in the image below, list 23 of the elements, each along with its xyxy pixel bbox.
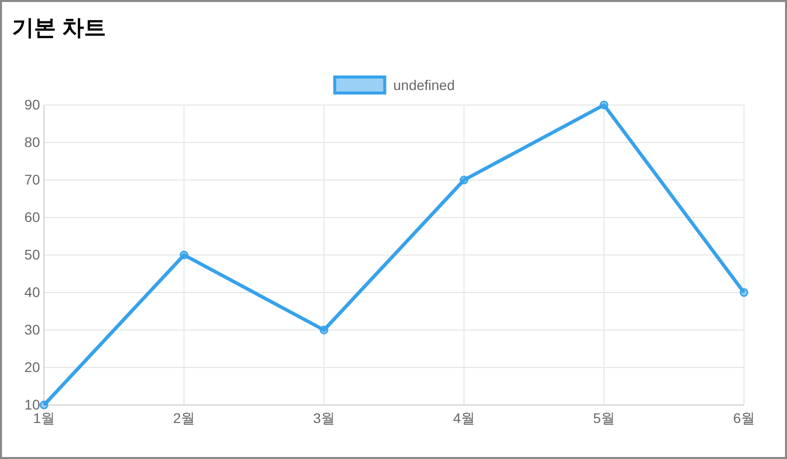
y-tick-label: 40 [24, 284, 40, 300]
x-tick-label: 4월 [453, 410, 475, 426]
legend-label: undefined [393, 77, 455, 93]
point [180, 250, 188, 260]
x-tick-label: 2월 [173, 410, 195, 426]
x-tick-label: 5월 [593, 410, 615, 426]
x-tick-label: 6월 [733, 410, 755, 426]
chart-title: 기본 차트 [12, 15, 106, 40]
y-tick-label: 70 [24, 171, 40, 188]
y-tick-label: 10 [24, 396, 40, 412]
point [320, 326, 328, 334]
y-tick-label: 90 [24, 96, 40, 112]
y-tick-label: 80 [24, 134, 40, 150]
y-tick-label: 60 [24, 208, 40, 225]
x-tick-label: 1월 [33, 410, 55, 426]
y-tick-label: 50 [24, 246, 40, 262]
y-tick-label: 20 [24, 358, 40, 375]
y-tick-label: 30 [24, 321, 40, 338]
point [600, 100, 608, 110]
point [740, 288, 748, 297]
point [40, 400, 48, 410]
point [460, 176, 468, 184]
x-tick-label: 3월 [313, 410, 335, 426]
